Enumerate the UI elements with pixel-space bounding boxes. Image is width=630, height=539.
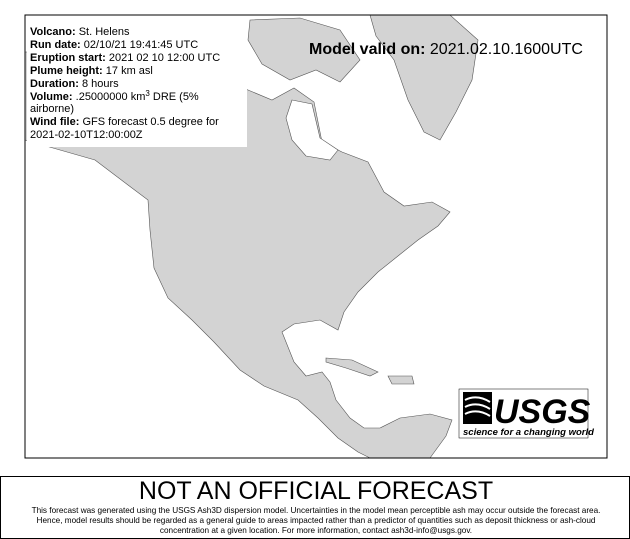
label: Duration: [30, 78, 79, 90]
label: Wind file: [30, 116, 79, 128]
value: 17 km asl [106, 65, 153, 77]
value: .25000000 km [76, 91, 146, 103]
value: GFS forecast 0.5 degree for [82, 116, 219, 128]
logo-waves [464, 396, 491, 417]
footer: NOT AN OFFICIAL FORECAST This forecast w… [0, 476, 630, 539]
land-arctic-islands [247, 17, 361, 83]
info-line: Wind file: GFS forecast 0.5 degree for [30, 116, 219, 128]
value: 8 hours [82, 78, 119, 90]
info-line: Plume height: 17 km asl [30, 65, 153, 77]
footer-title: NOT AN OFFICIAL FORECAST [139, 477, 493, 505]
value: 2021 02 10 12:00 UTC [109, 52, 220, 64]
model-valid: Model valid on: 2021.02.10.1600UTC [309, 41, 583, 58]
label: Volcano: [30, 26, 76, 38]
land-greenland [369, 14, 479, 141]
usgs-logo: USGS science for a changing world [458, 388, 594, 439]
info-panel [27, 23, 247, 147]
info-line: airborne) [30, 103, 74, 115]
label: Eruption start: [30, 52, 106, 64]
map-frame [24, 14, 608, 459]
info-line: 2021-02-10T12:00:00Z [30, 129, 143, 141]
footer-line: This forecast was generated using the US… [32, 506, 601, 515]
value: 02/10/21 19:41:45 UTC [84, 39, 198, 51]
land-hispaniola [387, 375, 415, 385]
hudson-bay [285, 99, 339, 161]
value: DRE (5% [150, 91, 199, 103]
superscript: 3 [145, 89, 150, 98]
info-line: Volume: .25000000 km3 DRE (5% [30, 89, 199, 103]
footer-line: concentration at a given location. For m… [160, 526, 472, 535]
footer-line: Hence, model results should be regarded … [37, 516, 596, 525]
label: Plume height: [30, 65, 103, 77]
info-line: Volcano: St. Helens [30, 26, 130, 38]
info-line: Run date: 02/10/21 19:41:45 UTC [30, 39, 198, 51]
info-box: Volcano: St. Helens Run date: 02/10/21 1… [27, 23, 247, 147]
value: 2021.02.10.1600UTC [430, 41, 583, 58]
label: Run date: [30, 39, 81, 51]
info-line: Eruption start: 2021 02 10 12:00 UTC [30, 52, 220, 64]
label: Model valid on: [309, 41, 425, 58]
land-cuba [325, 357, 379, 377]
label: Volume: [30, 91, 73, 103]
value: St. Helens [79, 26, 130, 38]
logo-text: USGS [494, 393, 591, 431]
logo-tagline: science for a changing world [463, 427, 594, 438]
land-north-america [24, 51, 453, 459]
info-line: Duration: 8 hours [30, 78, 119, 90]
